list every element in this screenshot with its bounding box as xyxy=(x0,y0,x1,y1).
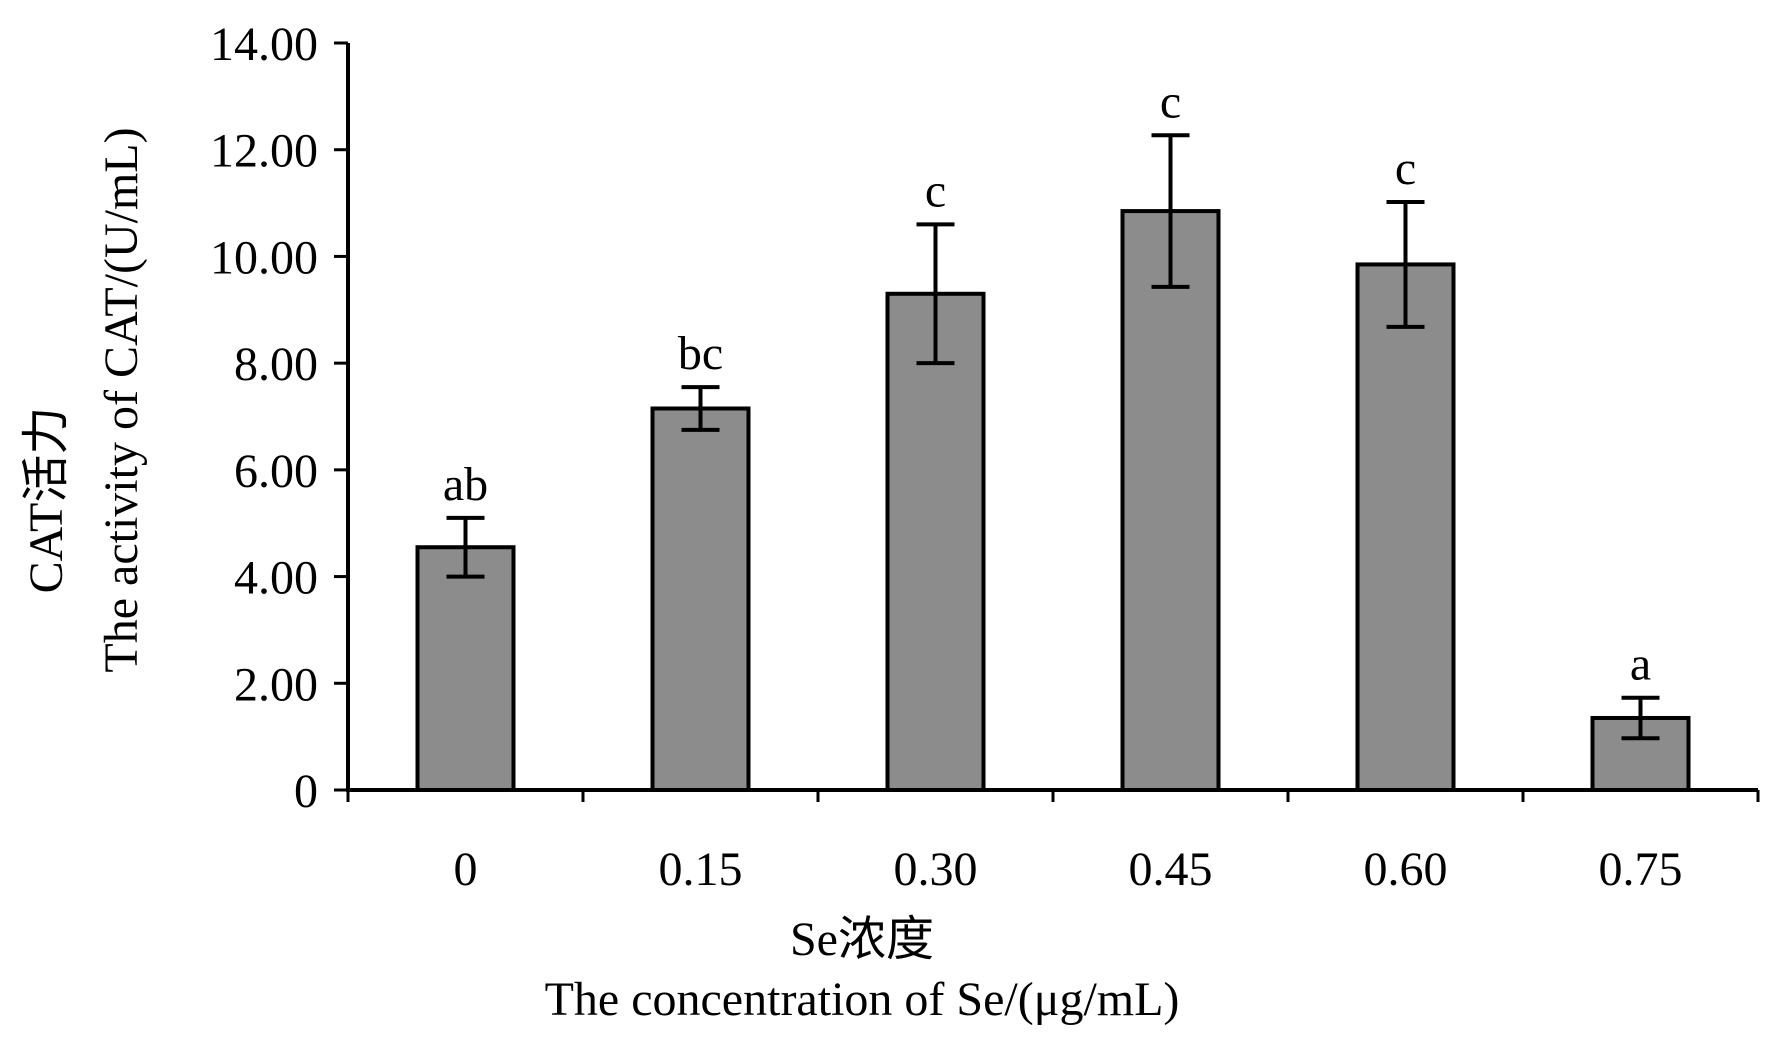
x-tick-label-1: 0.15 xyxy=(659,843,743,896)
significance-label-5: a xyxy=(1630,638,1651,691)
y-tick-label-2: 4.00 xyxy=(234,552,318,605)
y-tick-label-5: 10.00 xyxy=(210,231,318,284)
y-axis-title-cn: CAT活力 xyxy=(20,407,73,594)
y-tick-label-7: 14.00 xyxy=(210,18,318,71)
bar-2 xyxy=(885,291,986,792)
x-tick-label-5: 0.75 xyxy=(1599,843,1683,896)
y-tick-label-4: 8.00 xyxy=(234,338,318,391)
significance-label-1: bc xyxy=(678,327,723,380)
labels-layer: ab 0 bc 0.15 c 0.30 c 0.45 c 0.60 a 0.75 0 2.00 4.00 6.… xyxy=(210,18,1683,896)
significance-label-0: ab xyxy=(443,458,488,511)
x-axis-title-cn: Se浓度 xyxy=(790,913,934,966)
bar-4 xyxy=(1355,262,1456,792)
axes-layer xyxy=(334,41,1760,802)
y-tick-label-6: 12.00 xyxy=(210,125,318,178)
significance-label-3: c xyxy=(1160,75,1181,128)
y-tick-label-1: 2.00 xyxy=(234,658,318,711)
x-tick-label-2: 0.30 xyxy=(894,843,978,896)
y-tick-label-3: 6.00 xyxy=(234,445,318,498)
x-tick-label-0: 0 xyxy=(454,843,478,896)
y-axis-title-en: The activity of CAT/(U/mL) xyxy=(95,127,148,672)
x-axis-title-en: The concentration of Se/(μg/mL) xyxy=(545,973,1180,1026)
bar-0 xyxy=(415,545,516,792)
bar-3 xyxy=(1120,209,1221,792)
bars-layer xyxy=(415,133,1691,792)
significance-label-4: c xyxy=(1395,142,1416,195)
y-tick-label-0: 0 xyxy=(294,765,318,818)
bar-1 xyxy=(650,406,751,792)
significance-label-2: c xyxy=(925,164,946,217)
x-tick-label-3: 0.45 xyxy=(1129,843,1213,896)
x-tick-label-4: 0.60 xyxy=(1364,843,1448,896)
